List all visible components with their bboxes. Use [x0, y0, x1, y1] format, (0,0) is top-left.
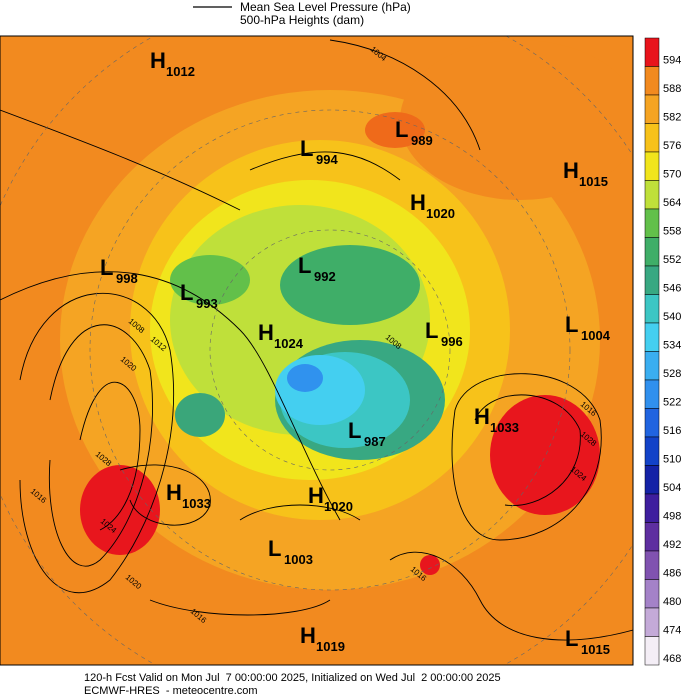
center-value: 1004 [581, 328, 611, 343]
colorbar-label: 576 [663, 140, 681, 152]
center-value: 1015 [581, 642, 610, 657]
colorbar-box [644, 180, 660, 210]
colorbar-label: 588 [663, 83, 681, 95]
colorbar-box [644, 636, 660, 666]
center-letter: H [474, 404, 490, 429]
colorbar-label: 594 [663, 55, 681, 67]
colorbar-label: 534 [663, 340, 681, 352]
colorbar-box [644, 522, 660, 552]
colorbar-box [644, 208, 660, 238]
colorbar-label: 528 [663, 368, 681, 380]
center-value: 1019 [316, 639, 345, 654]
center-letter: H [308, 483, 324, 508]
graticule [0, 36, 633, 665]
colorbar-label: 564 [663, 197, 681, 209]
colorbar-label: 468 [663, 653, 681, 665]
legend-text: Mean Sea Level Pressure (hPa) [240, 0, 411, 14]
center-letter: H [300, 623, 316, 648]
colorbar-box [644, 94, 660, 124]
colorbar-label: 504 [663, 482, 681, 494]
center-letter: H [166, 480, 182, 505]
center-letter: H [258, 320, 274, 345]
center-value: 1020 [426, 206, 455, 221]
footer-text: ECMWF-HRES - meteocentre.com [84, 685, 258, 697]
colorbar-label: 522 [663, 397, 681, 409]
center-value: 994 [316, 152, 338, 167]
center-value: 1003 [284, 552, 313, 567]
colorbar-label: 480 [663, 596, 681, 608]
colorbar-box [644, 123, 660, 153]
footer-text: 120-h Fcst Valid on Mon Jul 7 00:00:00 2… [84, 672, 501, 684]
center-letter: L [100, 255, 113, 280]
colorbar-box [644, 66, 660, 96]
center-value: 1033 [490, 420, 519, 435]
colorbar-label: 546 [663, 283, 681, 295]
colorbar-label: 558 [663, 226, 681, 238]
map-frame [0, 35, 634, 666]
colorbar-box [644, 379, 660, 409]
colorbar-label: 552 [663, 254, 681, 266]
colorbar-label: 474 [663, 625, 681, 637]
center-letter: L [425, 318, 438, 343]
colorbar-label: 570 [663, 169, 681, 181]
center-letter: L [298, 253, 311, 278]
legend-text: 500-hPa Heights (dam) [240, 13, 365, 27]
center-value: 989 [411, 133, 433, 148]
colorbar-box [644, 550, 660, 580]
map: 594 588 582 576 570 564 558 552 546 540 534 528 522 5… [0, 35, 681, 666]
center-letter: L [395, 117, 408, 142]
colorbar-box [644, 436, 660, 466]
height-field [0, 36, 633, 665]
center-letter: L [180, 280, 193, 305]
center-value: 1020 [324, 499, 353, 514]
center-value: 998 [116, 271, 138, 286]
center-letter: L [348, 418, 361, 443]
center-value: 993 [196, 296, 218, 311]
colorbar-box [644, 493, 660, 523]
colorbar-box [644, 37, 660, 67]
center-value: 992 [314, 269, 336, 284]
isobars [0, 39, 633, 641]
colorbar-label: 582 [663, 112, 681, 124]
colorbar-box [644, 351, 660, 381]
center-value: 1033 [182, 496, 211, 511]
colorbar-label: 492 [663, 539, 681, 551]
colorbar-box [644, 607, 660, 637]
center-letter: L [565, 312, 578, 337]
colorbar-label: 540 [663, 311, 681, 323]
center-value: 1015 [579, 174, 608, 189]
colorbar-label: 498 [663, 511, 681, 523]
colorbar-label: 516 [663, 425, 681, 437]
colorbar-box [644, 322, 660, 352]
legend-line-sample [193, 6, 232, 8]
colorbar-box [644, 408, 660, 438]
center-letter: H [150, 48, 166, 73]
colorbar-box [644, 151, 660, 181]
colorbar-box [644, 579, 660, 609]
center-value: 1012 [166, 64, 195, 79]
center-letter: H [410, 190, 426, 215]
colorbar-box [644, 237, 660, 267]
colorbar-box [644, 265, 660, 295]
colorbar-box [644, 465, 660, 495]
center-letter: L [565, 626, 578, 651]
colorbar-label: 510 [663, 454, 681, 466]
colorbar-label: 486 [663, 568, 681, 580]
center-value: 987 [364, 434, 386, 449]
colorbar-box [644, 294, 660, 324]
center-letter: H [563, 158, 579, 183]
center-value: 996 [441, 334, 463, 349]
center-letter: L [268, 536, 281, 561]
center-value: 1024 [274, 336, 304, 351]
center-letter: L [300, 136, 313, 161]
